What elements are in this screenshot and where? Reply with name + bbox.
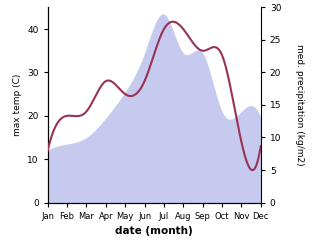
X-axis label: date (month): date (month) xyxy=(115,226,193,236)
Y-axis label: med. precipitation (kg/m2): med. precipitation (kg/m2) xyxy=(295,44,304,166)
Y-axis label: max temp (C): max temp (C) xyxy=(13,74,22,136)
